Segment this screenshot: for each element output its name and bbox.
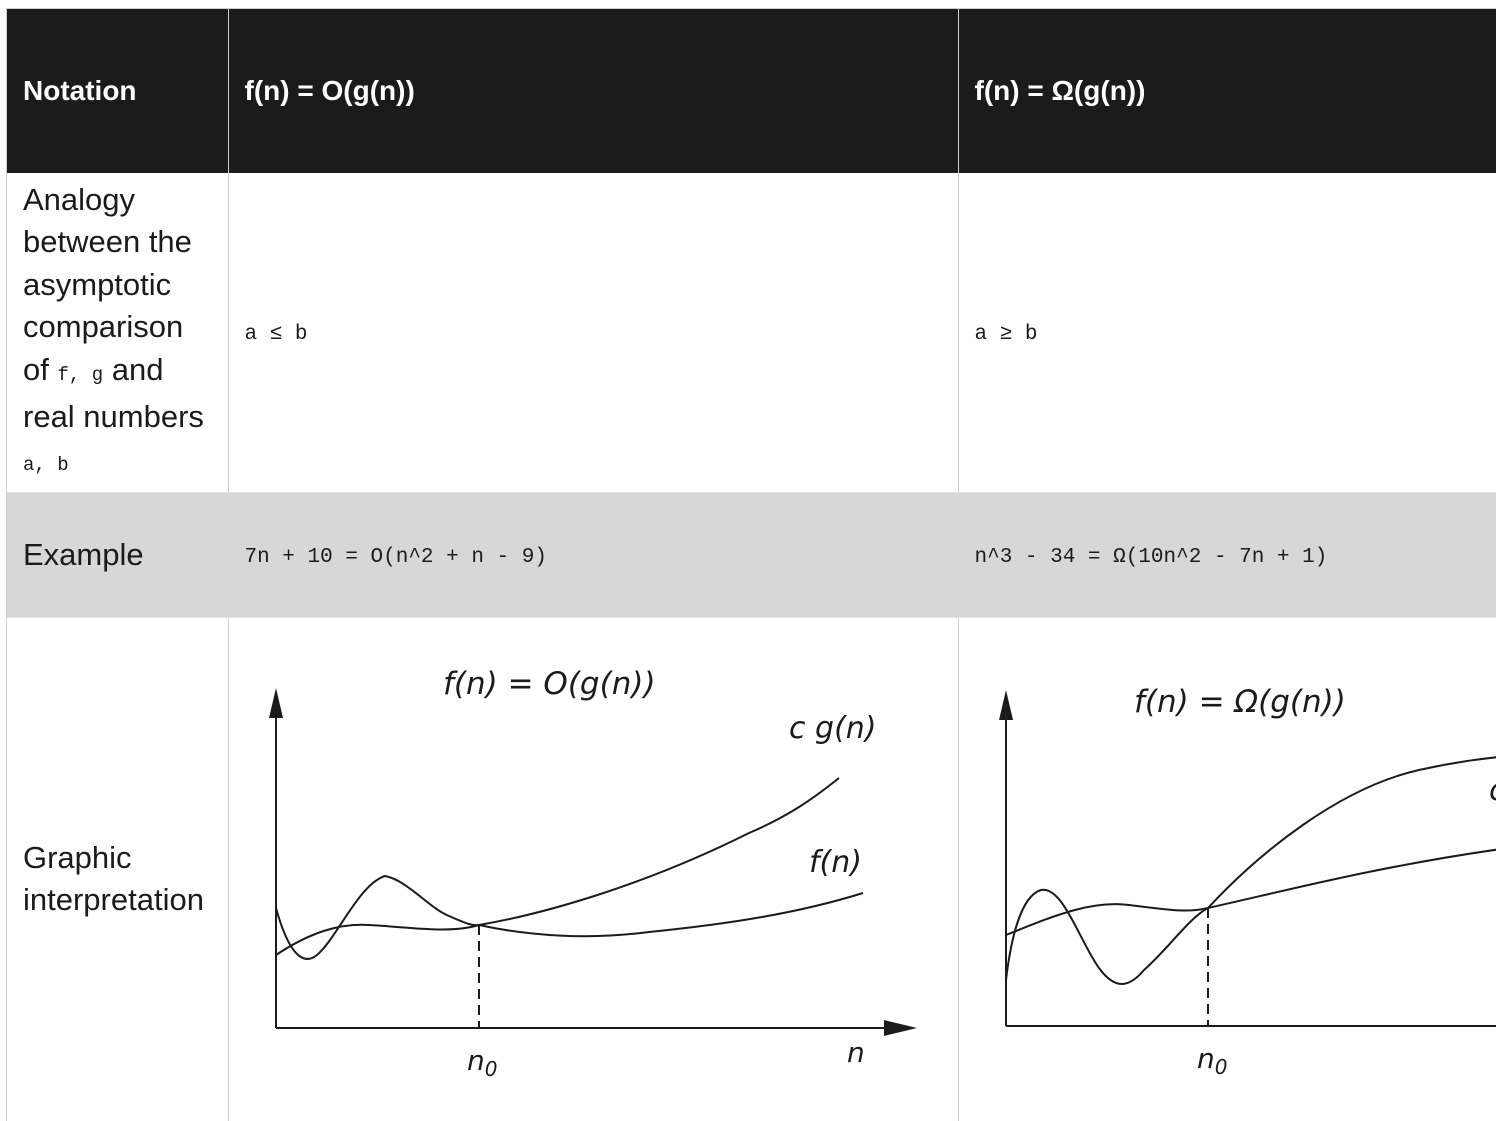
analogy-big-o-cell: a ≤ b — [228, 173, 958, 493]
big-o-cg-label: c g(n) — [789, 711, 877, 746]
example-row: Example 7n + 10 = O(n^2 + n - 9) n^3 - 3… — [7, 493, 1496, 618]
analogy-label-mid: and real numbers — [23, 352, 204, 435]
big-omega-n0-label: n0 — [1197, 1042, 1227, 1079]
analogy-label-cell: Analogy between the asymptotic compariso… — [7, 173, 228, 493]
big-omega-graph: f(n) = Ω(g(n)) c n0 — [959, 618, 1496, 1121]
asymptotic-notation-table: Notation f(n) = O(g(n)) f(n) = Ω(g(n)) A… — [7, 9, 1496, 1121]
example-big-omega-cell: n^3 - 34 = Ω(10n^2 - 7n + 1) — [958, 493, 1496, 618]
example-big-o-cell: 7n + 10 = O(n^2 + n - 9) — [228, 493, 958, 618]
big-o-graph: f(n) = O(g(n)) c g(n) f(n) n0 n — [229, 618, 959, 1121]
header-big-omega: f(n) = Ω(g(n)) — [958, 9, 1496, 173]
analogy-big-o-value: a ≤ b — [245, 323, 308, 346]
big-omega-cg-curve — [1006, 848, 1496, 935]
graphic-label-cell: Graphic interpretation — [7, 618, 228, 1121]
analogy-label: Analogy between the asymptotic compariso… — [23, 179, 212, 487]
graphic-row: Graphic interpretation f(n) = O(g(n — [7, 618, 1496, 1121]
analogy-big-omega-value: a ≥ b — [975, 323, 1038, 346]
notation-table-frame: Notation f(n) = O(g(n)) f(n) = Ω(g(n)) A… — [6, 8, 1496, 1121]
header-notation: Notation — [7, 9, 228, 173]
analogy-label-fg: f, g — [57, 364, 103, 386]
big-o-cg-curve — [276, 778, 839, 959]
big-omega-partial-label: c — [1489, 773, 1496, 808]
analogy-big-omega-cell: a ≥ b — [958, 173, 1496, 493]
analogy-row: Analogy between the asymptotic compariso… — [7, 173, 1496, 493]
big-o-f-curve — [276, 893, 863, 955]
big-o-y-arrow — [269, 688, 283, 718]
big-o-graph-title: f(n) = O(g(n)) — [443, 666, 656, 702]
big-omega-f-curve — [1006, 756, 1496, 984]
big-omega-graph-cell: f(n) = Ω(g(n)) c n0 — [958, 618, 1496, 1121]
big-omega-graph-title: f(n) = Ω(g(n)) — [1134, 684, 1346, 720]
header-row: Notation f(n) = O(g(n)) f(n) = Ω(g(n)) — [7, 9, 1496, 173]
graphic-label: Graphic interpretation — [23, 837, 212, 922]
big-o-n0-label: n0 — [467, 1044, 497, 1081]
big-o-f-label: f(n) — [809, 845, 862, 880]
example-big-o-value: 7n + 10 = O(n^2 + n - 9) — [245, 546, 547, 569]
analogy-label-pre: Analogy between the asymptotic compariso… — [23, 182, 192, 387]
example-label: Example — [23, 537, 144, 572]
header-big-o: f(n) = O(g(n)) — [228, 9, 958, 173]
big-o-n-axis-label: n — [847, 1036, 865, 1069]
analogy-label-ab: a, b — [23, 454, 69, 476]
example-big-omega-value: n^3 - 34 = Ω(10n^2 - 7n + 1) — [975, 546, 1328, 569]
big-o-graph-cell: f(n) = O(g(n)) c g(n) f(n) n0 n — [228, 618, 958, 1121]
big-omega-y-arrow — [999, 690, 1013, 720]
big-o-x-arrow — [884, 1020, 917, 1036]
example-label-cell: Example — [7, 493, 228, 618]
